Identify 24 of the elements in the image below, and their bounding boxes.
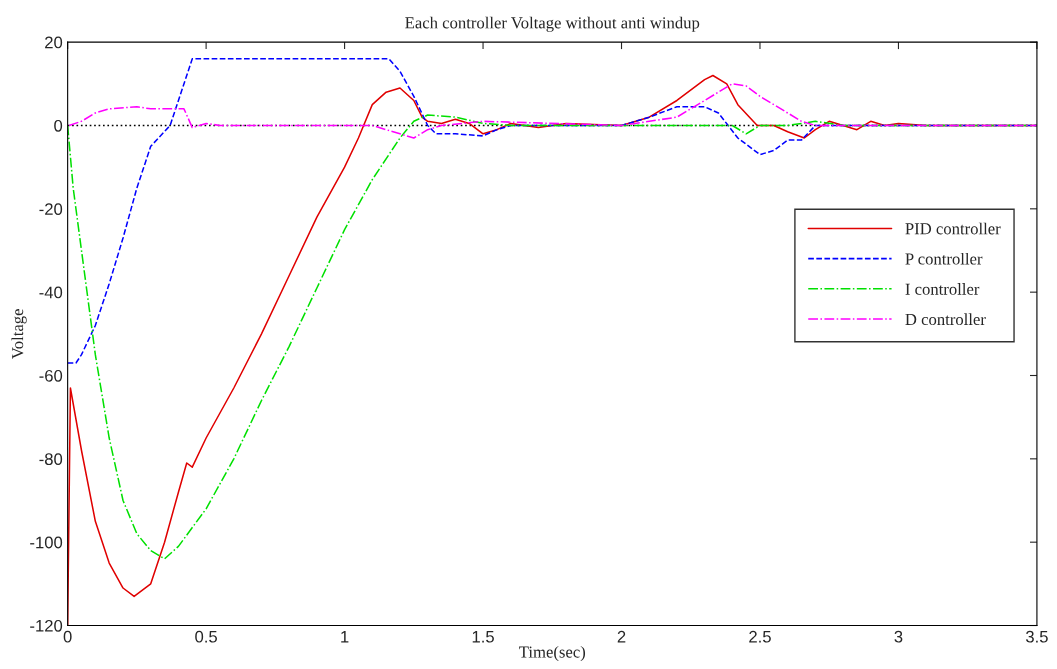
y-tick-label: -60 <box>39 369 63 382</box>
y-tick-label: -40 <box>39 286 63 299</box>
legend-label: P controller <box>905 252 983 265</box>
y-tick-label: -20 <box>39 203 63 216</box>
x-tick-label: 3.5 <box>1025 630 1048 643</box>
x-axis-title: Time(sec) <box>519 645 586 662</box>
chart-title: Each controller Voltage without anti windup <box>405 16 700 32</box>
legend-label: I controller <box>905 283 980 295</box>
y-tick-label: 0 <box>54 119 63 132</box>
x-tick-label: 0.5 <box>195 630 217 643</box>
x-tick-label: 3 <box>894 630 903 643</box>
x-tick-label: 0 <box>63 630 72 643</box>
x-tick-label: 2 <box>617 630 626 643</box>
x-tick-label: 1.5 <box>472 630 494 643</box>
y-tick-label: 20 <box>45 36 63 49</box>
y-axis-title: Voltage <box>11 309 27 359</box>
x-tick-label: 2.5 <box>749 630 771 643</box>
y-tick-label: -100 <box>30 536 63 549</box>
legend-label: D controller <box>905 313 986 326</box>
y-tick-label: -120 <box>30 619 63 632</box>
y-tick-label: -80 <box>39 453 63 466</box>
legend-label: PID controller <box>905 222 1001 235</box>
x-tick-label: 1 <box>341 630 349 643</box>
line-series <box>68 83 1037 139</box>
